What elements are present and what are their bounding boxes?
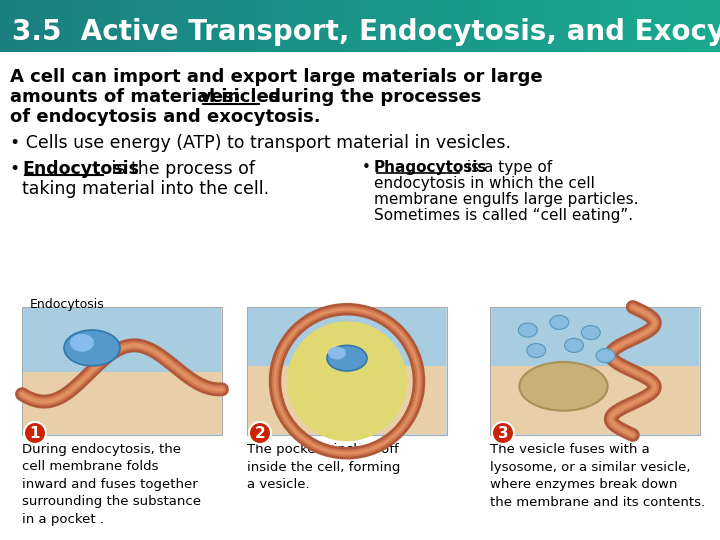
Ellipse shape bbox=[519, 362, 608, 411]
Ellipse shape bbox=[64, 330, 120, 366]
Ellipse shape bbox=[527, 343, 546, 357]
Text: 3.5  Active Transport, Endocytosis, and Exocytosis: 3.5 Active Transport, Endocytosis, and E… bbox=[12, 18, 720, 46]
FancyBboxPatch shape bbox=[248, 308, 446, 434]
Text: vesicles: vesicles bbox=[200, 88, 280, 106]
Text: is the process of: is the process of bbox=[106, 160, 255, 178]
Text: •: • bbox=[10, 160, 26, 178]
Text: Phagocytosis: Phagocytosis bbox=[374, 160, 487, 175]
Text: • Cells use energy (ATP) to transport material in vesicles.: • Cells use energy (ATP) to transport ma… bbox=[10, 134, 511, 152]
Ellipse shape bbox=[327, 346, 367, 371]
Text: endocytosis in which the cell: endocytosis in which the cell bbox=[374, 176, 595, 191]
FancyBboxPatch shape bbox=[490, 307, 700, 435]
Text: amounts of material in: amounts of material in bbox=[10, 88, 246, 106]
Text: Endocytosis: Endocytosis bbox=[22, 160, 139, 178]
Ellipse shape bbox=[550, 315, 569, 329]
Ellipse shape bbox=[581, 326, 600, 340]
Circle shape bbox=[24, 422, 46, 444]
FancyBboxPatch shape bbox=[0, 52, 720, 540]
Ellipse shape bbox=[328, 347, 346, 360]
Text: 2: 2 bbox=[255, 426, 266, 441]
FancyBboxPatch shape bbox=[247, 307, 447, 435]
Text: 3: 3 bbox=[498, 426, 508, 441]
Circle shape bbox=[492, 422, 514, 444]
FancyBboxPatch shape bbox=[23, 308, 221, 372]
Text: A cell can import and export large materials or large: A cell can import and export large mater… bbox=[10, 68, 543, 86]
Text: during the processes: during the processes bbox=[262, 88, 482, 106]
Text: The vesicle fuses with a
lysosome, or a similar vesicle,
where enzymes break dow: The vesicle fuses with a lysosome, or a … bbox=[490, 443, 705, 509]
Text: During endocytosis, the
cell membrane folds
inward and fuses together
surroundin: During endocytosis, the cell membrane fo… bbox=[22, 443, 201, 526]
Text: The pocket pinches off
inside the cell, forming
a vesicle.: The pocket pinches off inside the cell, … bbox=[247, 443, 400, 491]
Text: •: • bbox=[362, 160, 376, 175]
Ellipse shape bbox=[518, 323, 537, 337]
Text: is a type of: is a type of bbox=[462, 160, 552, 175]
Text: membrane engulfs large particles.: membrane engulfs large particles. bbox=[374, 192, 639, 207]
Text: 1: 1 bbox=[30, 426, 40, 441]
Text: Sometimes is called “cell eating”.: Sometimes is called “cell eating”. bbox=[374, 208, 633, 223]
FancyBboxPatch shape bbox=[22, 307, 222, 435]
Text: Endocytosis: Endocytosis bbox=[30, 298, 104, 311]
Text: of endocytosis and exocytosis.: of endocytosis and exocytosis. bbox=[10, 108, 320, 126]
Circle shape bbox=[287, 321, 407, 441]
FancyBboxPatch shape bbox=[491, 308, 699, 434]
Ellipse shape bbox=[70, 334, 94, 352]
FancyBboxPatch shape bbox=[248, 308, 446, 366]
Ellipse shape bbox=[596, 349, 615, 363]
Circle shape bbox=[249, 422, 271, 444]
Ellipse shape bbox=[564, 339, 583, 353]
FancyBboxPatch shape bbox=[23, 308, 221, 434]
FancyBboxPatch shape bbox=[491, 308, 699, 366]
Text: taking material into the cell.: taking material into the cell. bbox=[22, 180, 269, 198]
